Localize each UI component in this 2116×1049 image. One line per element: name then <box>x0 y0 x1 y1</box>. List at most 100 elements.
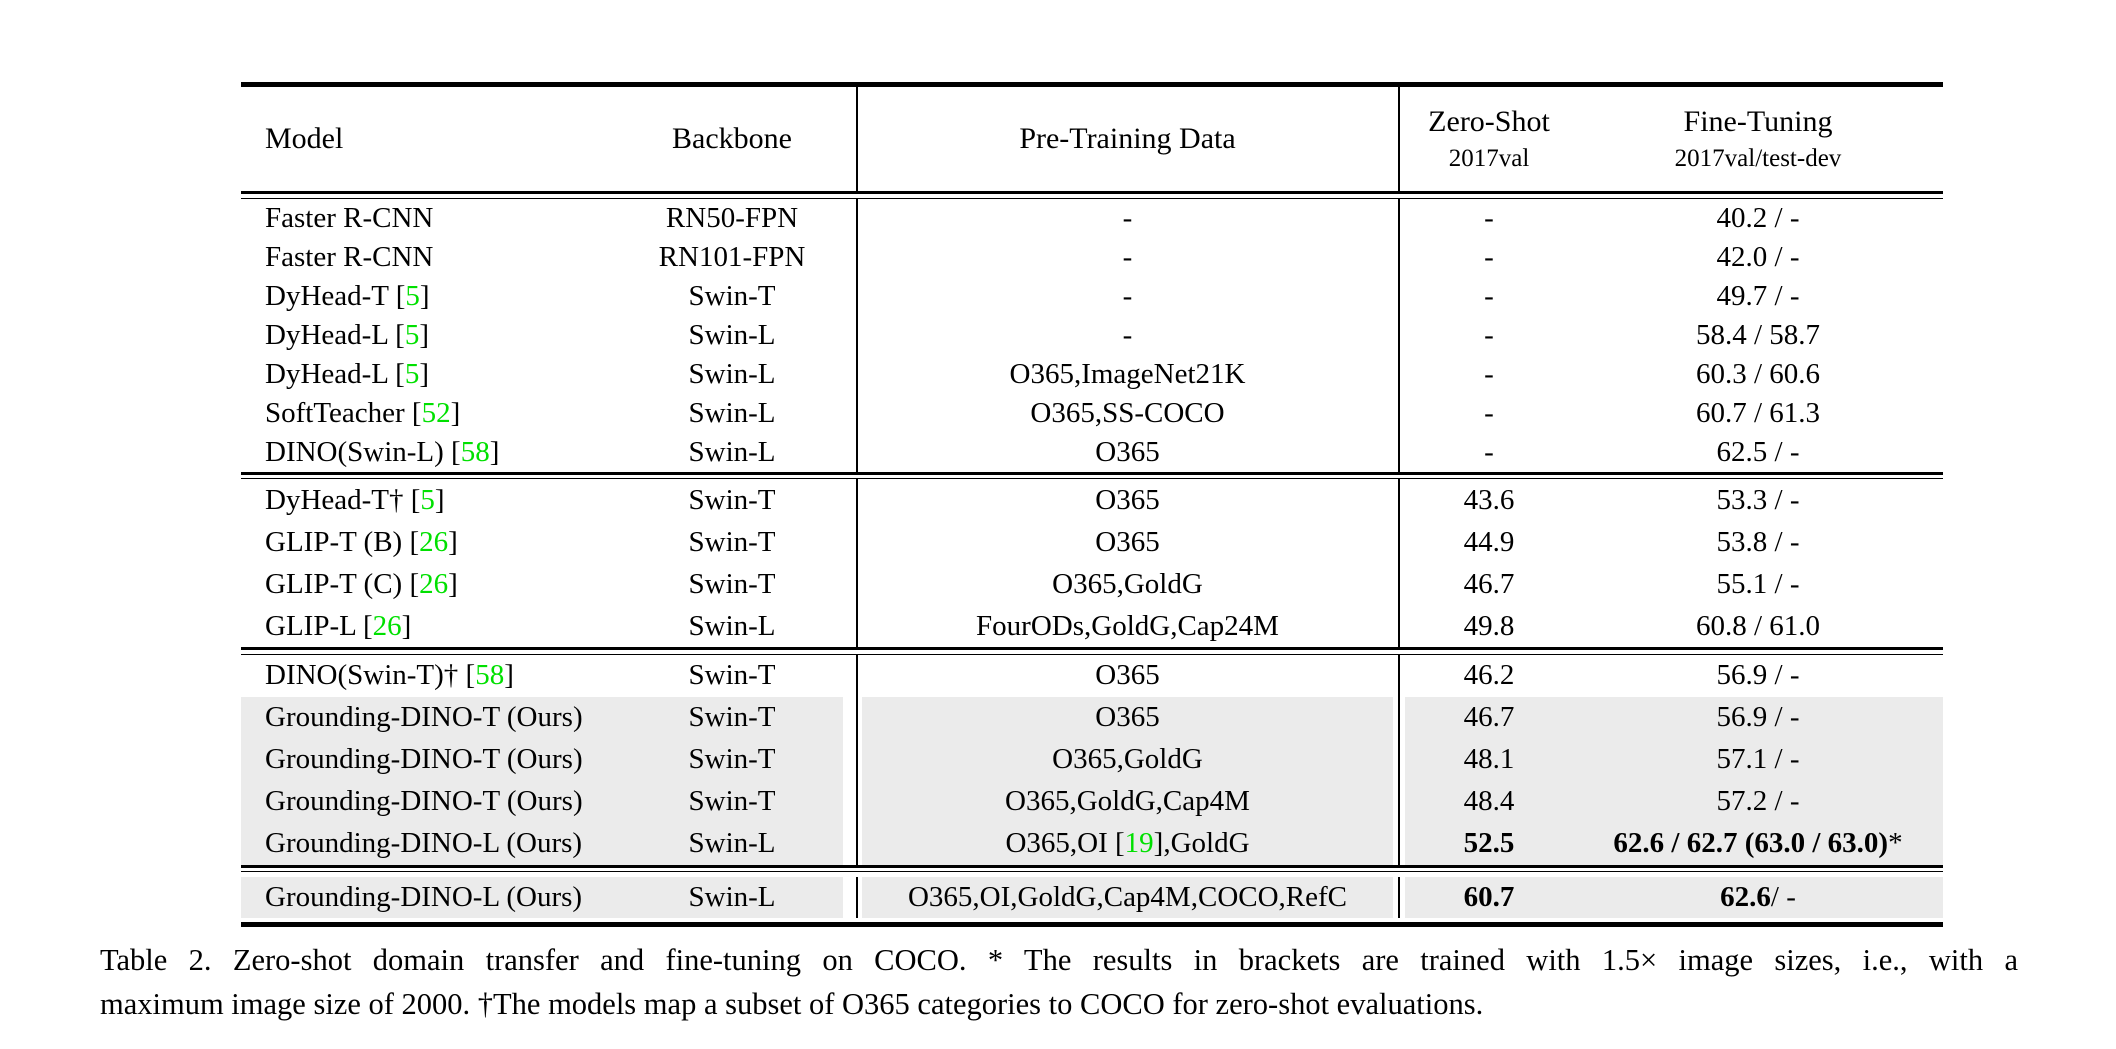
finetune-cell: 55.1 / - <box>1573 563 1943 605</box>
column-gap <box>858 276 862 316</box>
cell-text: O365,GoldG <box>1052 567 1203 600</box>
column-gap <box>1400 87 1405 191</box>
cell-text: 46.2 <box>1463 659 1515 691</box>
vertical-divider <box>856 87 858 191</box>
vertical-divider <box>1398 696 1400 739</box>
column-gap <box>858 198 862 238</box>
citation-ref: 19 <box>1124 827 1154 859</box>
column-gap <box>843 198 856 238</box>
cell-text: Grounding-DINO-T (Ours) <box>265 701 583 733</box>
column-gap <box>843 354 856 394</box>
cell-text: ] <box>419 279 430 312</box>
column-gap <box>1393 563 1398 605</box>
cell-text: 52.5 <box>1463 827 1515 859</box>
column-gap <box>858 432 862 472</box>
table-row: GLIP-T (C) [26] Swin-T O365,GoldG 46.7 55.1 … <box>241 563 1943 605</box>
cell-text: Grounding-DINO-T (Ours) <box>265 785 583 817</box>
vertical-divider <box>1398 354 1400 394</box>
backbone-cell: Swin-T <box>621 655 843 697</box>
cell-text: - <box>1122 240 1133 273</box>
cell-text: DyHead-L [ <box>265 357 405 390</box>
vertical-divider <box>1398 393 1400 433</box>
pretrain-cell: O365,GoldG <box>862 563 1393 605</box>
cell-text: RN50-FPN <box>665 201 799 234</box>
cell-text: * <box>1888 827 1903 859</box>
zeroshot-cell: - <box>1405 277 1573 316</box>
column-gap <box>1400 563 1405 605</box>
citation-ref: 52 <box>421 396 451 429</box>
column-gap <box>858 654 862 697</box>
cell-text: 60.3 / 60.6 <box>1695 357 1821 390</box>
column-gap <box>843 738 856 781</box>
cell-text: 60.7 <box>1463 881 1515 913</box>
citation-ref: 26 <box>419 567 449 600</box>
cell-text: - <box>1484 396 1494 429</box>
cell-text: - <box>1122 279 1133 312</box>
column-gap <box>1393 521 1398 563</box>
cell-text: - <box>1484 318 1494 351</box>
cell-text: 56.9 / - <box>1716 701 1800 733</box>
cell-text: O365,OI [ <box>1005 827 1125 859</box>
vertical-divider <box>1398 605 1400 647</box>
cell-text: Faster R-CNN <box>265 201 434 234</box>
backbone-cell: Swin-T <box>621 738 843 781</box>
model-cell: DyHead-T† [5] <box>241 479 621 521</box>
column-gap <box>1393 315 1398 355</box>
column-gap <box>858 877 862 918</box>
cell-text: O365 <box>1095 659 1160 691</box>
section-separator-rule <box>241 864 1943 872</box>
table-row: Faster R-CNN RN50-FPN - - 40.2 / - <box>241 198 1943 238</box>
cell-text: - <box>1484 201 1494 234</box>
zeroshot-cell: 52.5 <box>1405 822 1573 865</box>
zeroshot-cell: - <box>1405 238 1573 277</box>
backbone-cell: RN50-FPN <box>621 199 843 238</box>
zeroshot-cell: - <box>1405 355 1573 394</box>
model-cell: DINO(Swin-L) [58] <box>241 433 621 472</box>
cell-text: 57.1 / - <box>1716 743 1800 775</box>
section-separator-rule <box>241 647 1943 655</box>
pretrain-cell: O365,OI [19],GoldG <box>862 822 1393 865</box>
vertical-divider <box>856 432 858 472</box>
table-row: Grounding-DINO-L (Ours) Swin-L O365,OI,Gol… <box>241 877 1943 918</box>
column-gap <box>1400 654 1405 697</box>
header-label: Model <box>265 122 344 155</box>
cell-text: 42.0 / - <box>1716 240 1800 273</box>
column-gap <box>1400 822 1405 865</box>
finetune-cell: 62.6 / 62.7 (63.0 / 63.0) * <box>1573 822 1943 865</box>
vertical-divider <box>856 276 858 316</box>
finetune-cell: 40.2 / - <box>1573 199 1943 238</box>
vertical-divider <box>856 393 858 433</box>
cell-text: O365,OI,GoldG,Cap4M,COCO,RefC <box>907 881 1348 913</box>
vertical-divider <box>1398 822 1400 865</box>
header-label: Zero-Shot <box>1428 105 1550 138</box>
table-row: DINO(Swin-T)† [58] Swin-T O365 46.2 56.9 / - <box>241 654 1943 697</box>
cell-text: 55.1 / - <box>1716 567 1800 600</box>
cell-text: Swin-L <box>688 609 776 642</box>
column-gap <box>858 521 862 563</box>
cell-text: GLIP-L [ <box>265 609 373 642</box>
pretrain-cell: O365,GoldG <box>862 738 1393 781</box>
vertical-divider <box>856 563 858 605</box>
column-gap <box>1393 87 1398 191</box>
cell-text: Swin-T <box>688 483 776 516</box>
vertical-divider <box>856 237 858 277</box>
caption-line: maximum image size of 2000. †The models … <box>100 987 1484 1021</box>
pretrain-cell: O365 <box>862 521 1393 563</box>
cell-text: 40.2 / - <box>1716 201 1800 234</box>
cell-text: DyHead-T [ <box>265 279 406 312</box>
cell-text: ] <box>419 357 430 390</box>
cell-text: 60.7 / 61.3 <box>1695 396 1821 429</box>
column-gap <box>1400 237 1405 277</box>
cell-text: Swin-L <box>688 396 776 429</box>
cell-text: Faster R-CNN <box>265 240 434 273</box>
cell-text: ] <box>401 609 412 642</box>
backbone-cell: Swin-T <box>621 277 843 316</box>
cell-text: 56.9 / - <box>1716 659 1800 691</box>
finetune-cell: 57.2 / - <box>1573 780 1943 823</box>
column-gap <box>843 563 856 605</box>
finetune-cell: 56.9 / - <box>1573 696 1943 739</box>
vertical-divider <box>1398 276 1400 316</box>
finetune-cell: 60.7 / 61.3 <box>1573 394 1943 433</box>
cell-text: Swin-T <box>688 785 776 817</box>
column-gap <box>1393 654 1398 697</box>
